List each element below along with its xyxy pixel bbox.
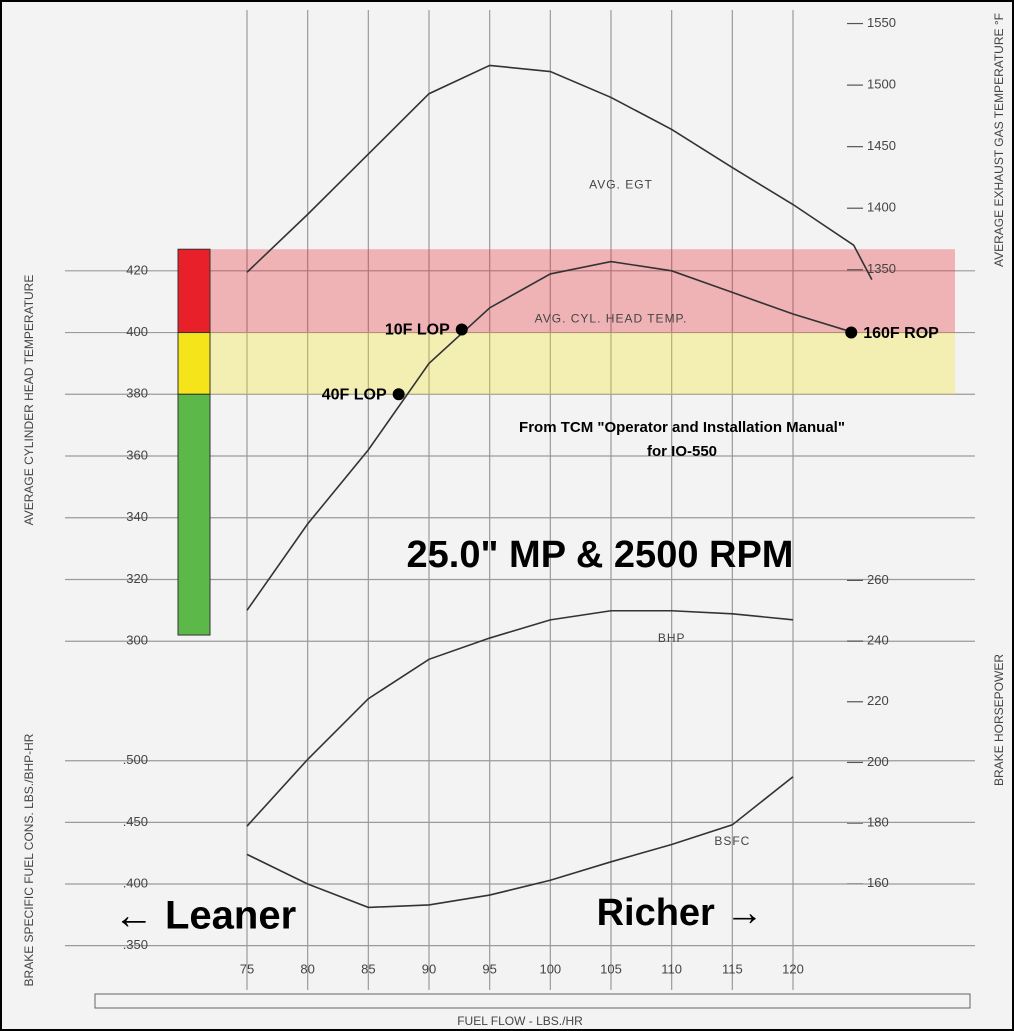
series-label: BHP [658,631,686,645]
series-label: BSFC [714,834,750,848]
y-tick-label: 260 [867,572,889,587]
y-tick-label: 360 [126,447,148,462]
y-tick-label: 220 [867,693,889,708]
x-axis-label: FUEL FLOW - LBS./HR [457,1014,583,1028]
series-line [246,64,873,280]
y-tick-label: 1550 [867,15,896,30]
y-tick-label: 200 [867,754,889,769]
y-tick-label: 1400 [867,200,896,215]
x-tick-label: 100 [539,961,561,976]
y-axis-label: BRAKE SPECIFIC FUEL CONS. LBS./BHP-HR [22,733,36,986]
y-tick-label: 160 [867,875,889,890]
x-tick-label: 95 [482,961,496,976]
point-marker [392,388,405,401]
y-tick-label: 320 [126,571,148,586]
point-label: 40F LOP [322,387,387,404]
series-line [246,609,794,827]
temperature-band [210,249,955,333]
temperature-band [210,332,955,395]
series-line [246,260,854,611]
y-axis-label: AVERAGE CYLINDER HEAD TEMPERATURE [22,275,36,526]
y-tick-label: 1450 [867,138,896,153]
series-label: AVG. EGT [589,178,653,192]
y-axis-label: BRAKE HORSEPOWER [992,654,1006,786]
y-tick-label: .450 [123,814,148,829]
ruler [94,993,971,1009]
y-tick-label: 180 [867,815,889,830]
color-bar-segment [177,248,211,334]
y-tick-label: 1350 [867,261,896,276]
annotation: for IO-550 [647,443,717,460]
y-tick-label: 1500 [867,77,896,92]
y-tick-label: 300 [126,633,148,648]
y-axis-label: AVERAGE EXHAUST GAS TEMPERATURE °F [992,13,1006,267]
point-label: 160F ROP [863,325,939,342]
point-marker [455,323,468,336]
y-tick-label: 400 [126,324,148,339]
x-tick-label: 120 [782,961,804,976]
x-tick-label: 90 [422,961,436,976]
y-tick-label: 420 [126,262,148,277]
y-tick-label: 240 [867,633,889,648]
color-bar-segment [177,332,211,395]
y-tick-label: .400 [123,875,148,890]
foreground-layer: 75 80 85 90 95 100 105 110 115 120 FUEL FLOW - LBS… [22,13,1006,1028]
x-tick-label: 75 [240,961,254,976]
x-tick-label: 105 [600,961,622,976]
series-label: AVG. CYL. HEAD TEMP. [535,312,688,326]
y-tick-label: .350 [123,937,148,952]
series-line [246,776,794,909]
x-tick-label: 80 [300,961,314,976]
x-tick-label: 110 [661,961,682,976]
y-tick-label: .500 [123,752,148,767]
color-bar-segment [177,393,211,636]
annotation: ← Leaner [114,894,296,938]
x-tick-label: 85 [361,961,375,976]
x-tick-label: 115 [722,961,743,976]
annotation: From TCM "Operator and Installation Manu… [519,419,845,436]
chart-title: 25.0" MP & 2500 RPM [407,534,794,576]
point-marker [845,326,858,339]
y-tick-label: 340 [126,509,148,524]
y-tick-label: 380 [126,386,148,401]
annotation: Richer → [597,892,764,934]
background-layer [65,10,975,990]
point-label: 10F LOP [385,322,450,339]
